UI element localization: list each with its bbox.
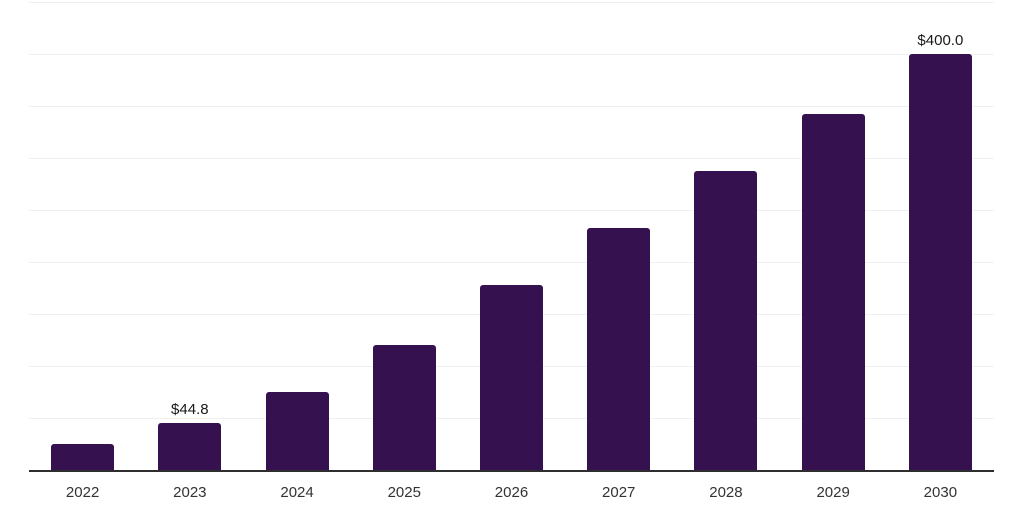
bar-slot-2028 [672,2,779,470]
gridline [29,54,994,55]
bar-2027 [587,228,651,470]
x-tick-label-2030: 2030 [923,484,958,501]
bar-2023 [158,423,222,470]
bar-slot-2027 [565,2,672,470]
gridline [29,2,994,3]
x-tick-label-2022: 2022 [65,484,100,501]
gridline [29,158,994,159]
x-tick-label-2028: 2028 [709,484,743,501]
bar-slot-2024 [243,2,350,470]
bar-2029 [801,114,865,470]
bar-slot-2030: $400.0 [887,2,994,470]
bar-2030 [908,54,972,470]
gridline [29,210,994,211]
x-axis-line [29,470,994,472]
bar-value-label-2023: $44.8 [171,401,209,419]
bar-2026 [479,285,543,470]
bar-value-label-2030: $400.0 [917,32,964,49]
bar-slot-2025 [351,2,458,470]
x-tick-label-2026: 2026 [494,484,529,501]
bar-slot-2026 [458,2,565,470]
x-tick-label-2023: 2023 [173,484,207,501]
x-tick-label-2027: 2027 [602,484,636,501]
bar-slot-2023: $44.8 [136,2,243,470]
bar-2022 [51,444,115,470]
bar-slot-2022 [29,2,136,470]
x-tick-label-2025: 2025 [387,484,421,501]
bars-container: $44.8 $400.0 [29,2,994,470]
x-tick-label-2024: 2024 [280,484,314,501]
bar-2028 [694,170,758,470]
gridline [29,262,994,263]
plot-area: $44.8 $400.0 [29,2,994,470]
bar-slot-2029 [780,2,887,470]
gridline [29,106,994,107]
x-axis-labels: 2022 2023 2024 2025 2026 2027 2028 2029 2030 [29,482,994,504]
bar-2025 [372,344,436,470]
bar-2024 [265,391,329,470]
x-tick-label-2029: 2029 [816,484,850,501]
